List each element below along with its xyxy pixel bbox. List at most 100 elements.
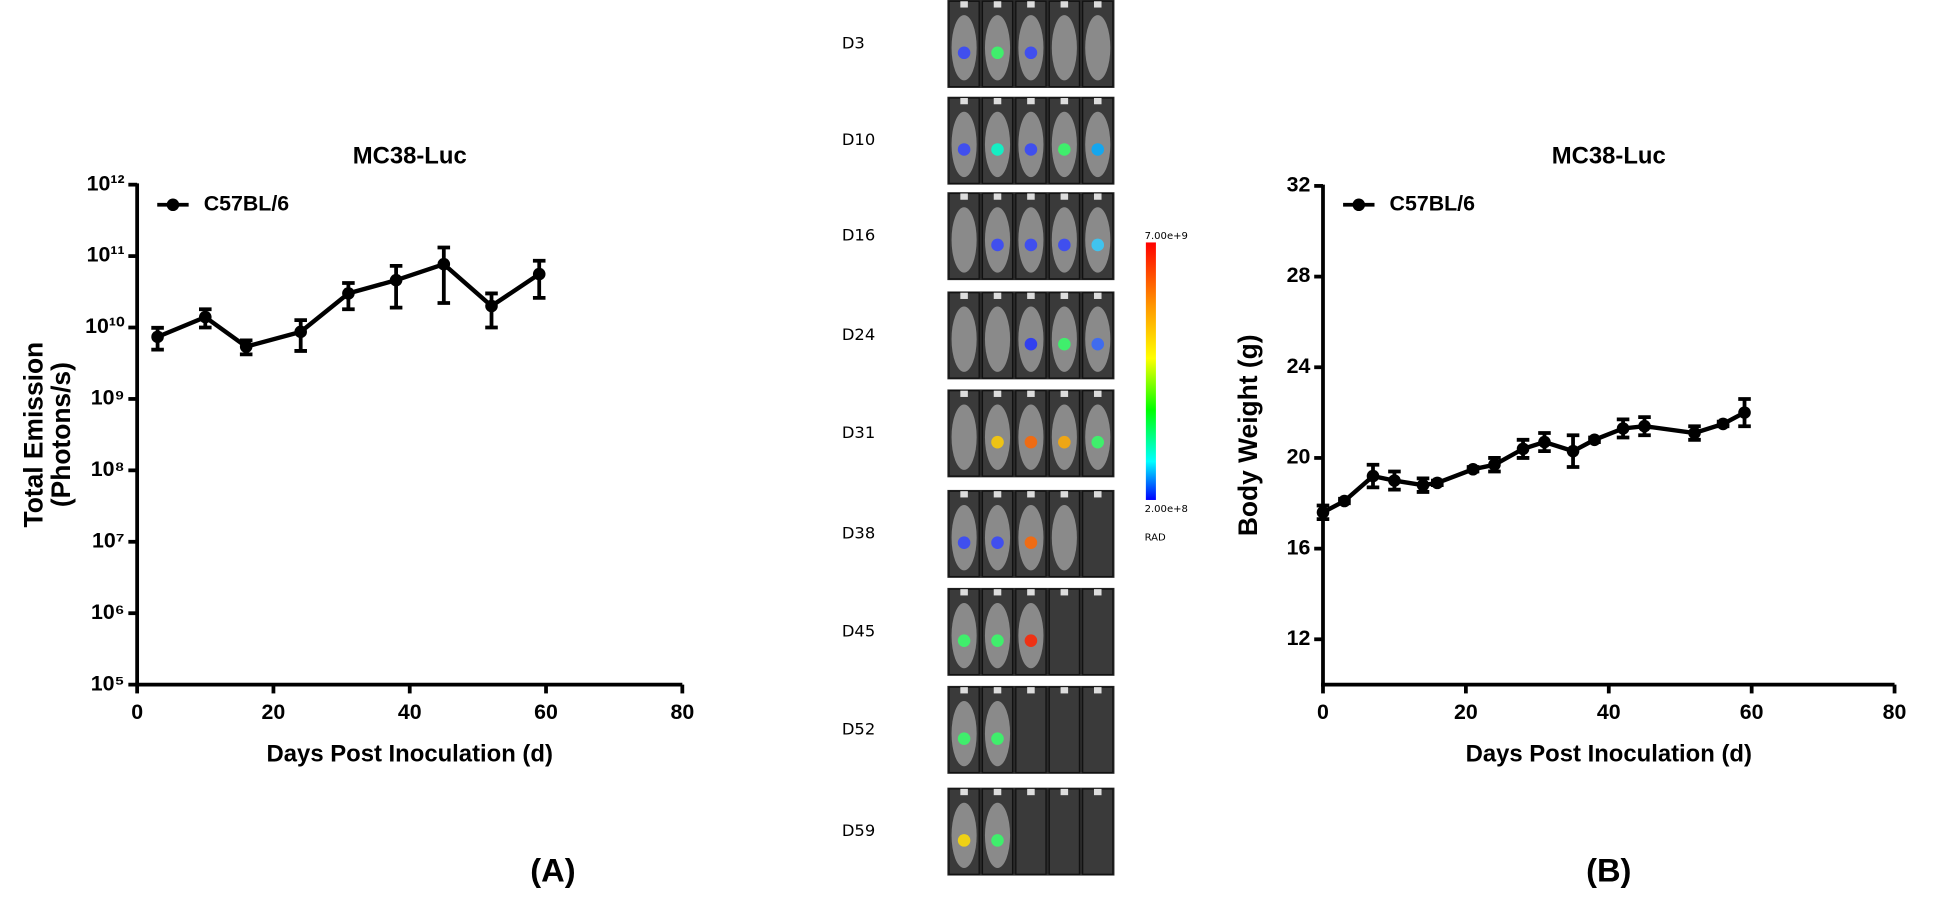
y-tick-label: 28 (1287, 263, 1311, 287)
signal (957, 834, 971, 847)
clip (993, 1, 1002, 8)
day-label: D31 (842, 423, 875, 442)
x-tick-label: 20 (262, 700, 286, 724)
clip (960, 292, 968, 299)
clip (1060, 292, 1069, 299)
clip (960, 390, 968, 397)
signal (1091, 337, 1105, 351)
clip (993, 292, 1002, 299)
chart-title: MC38-Luc (353, 142, 467, 169)
signal (991, 238, 1004, 252)
clip (960, 687, 968, 694)
clip (960, 97, 968, 105)
y-tick-label: 32 (1287, 173, 1311, 197)
y-tick-label: 10⁸ (91, 457, 125, 481)
marker (151, 330, 164, 344)
signal (1091, 238, 1105, 252)
signal (991, 536, 1004, 549)
colorbar-unit: RAD (1145, 533, 1166, 544)
mouse (984, 306, 1011, 372)
mouse (1085, 15, 1111, 81)
error-bar (437, 245, 451, 305)
clip (1093, 390, 1102, 397)
signal (1058, 238, 1071, 252)
marker (532, 267, 546, 281)
signal (1058, 143, 1071, 156)
marker (1366, 469, 1380, 483)
marker (1516, 442, 1530, 456)
clip (993, 97, 1002, 105)
clip (1093, 491, 1102, 498)
day-label: D16 (842, 226, 875, 245)
day-label: D3 (842, 33, 865, 52)
clip (1093, 788, 1102, 796)
clip (1093, 292, 1102, 299)
marker (1638, 419, 1651, 433)
signal (1024, 238, 1038, 252)
x-tick-label: 80 (1883, 700, 1907, 724)
clip (993, 589, 1002, 596)
lane (1048, 588, 1081, 676)
marker (1431, 476, 1444, 490)
x-tick-label: 0 (131, 700, 143, 724)
signal (991, 732, 1004, 745)
x-tick-label: 20 (1454, 700, 1478, 724)
x-tick-label: 60 (1740, 700, 1764, 724)
lane (1082, 588, 1114, 676)
clip (1060, 687, 1069, 694)
panel-label: (A) (530, 852, 575, 889)
lane (1082, 490, 1114, 578)
clip (1093, 97, 1102, 105)
signal (1024, 536, 1038, 549)
clip (1060, 193, 1069, 200)
signal (1091, 435, 1105, 449)
clip (1027, 1, 1035, 8)
mouse (1051, 15, 1077, 81)
day-label: D45 (842, 621, 875, 640)
chart-title: MC38-Luc (1552, 142, 1666, 169)
lane (1082, 686, 1114, 774)
lane (1082, 788, 1114, 875)
x-tick-label: 0 (1317, 700, 1329, 724)
signal (1024, 46, 1038, 60)
x-tick-label: 80 (670, 700, 694, 724)
clip (1093, 687, 1102, 694)
signal (957, 634, 971, 647)
legend-marker (1352, 198, 1366, 212)
mouse (951, 306, 977, 372)
y-tick-label: 10⁷ (92, 528, 125, 552)
signal (1058, 435, 1071, 449)
clip (1093, 589, 1102, 596)
marker (1338, 494, 1351, 508)
marker (485, 299, 498, 313)
signal (957, 732, 971, 745)
y-tick-label: 10¹¹ (87, 243, 125, 267)
day-label: D38 (842, 523, 875, 542)
clip (1060, 589, 1069, 596)
marker (1738, 406, 1751, 419)
marker (1588, 433, 1601, 447)
clip (960, 788, 968, 796)
marker (1688, 426, 1701, 440)
marker (1566, 444, 1580, 458)
marker (239, 340, 253, 353)
signal (957, 536, 971, 549)
colorbar-max: 7.00e+9 (1145, 231, 1188, 242)
clip (960, 589, 968, 596)
mouse (951, 207, 977, 273)
legend-label: C57BL/6 (204, 191, 290, 215)
y-tick-label: 20 (1287, 445, 1311, 469)
signal (1024, 634, 1038, 647)
mouse (951, 404, 977, 470)
clip (1027, 390, 1035, 397)
legend-marker (166, 198, 180, 212)
clip (1060, 390, 1069, 397)
clip (1027, 97, 1035, 105)
clip (1060, 97, 1069, 105)
clip (1027, 687, 1035, 694)
legend-label: C57BL/6 (1390, 191, 1476, 215)
lane (1048, 686, 1081, 774)
y-tick-label: 24 (1287, 354, 1311, 378)
colorbar (1145, 242, 1156, 500)
signal (1024, 143, 1038, 156)
